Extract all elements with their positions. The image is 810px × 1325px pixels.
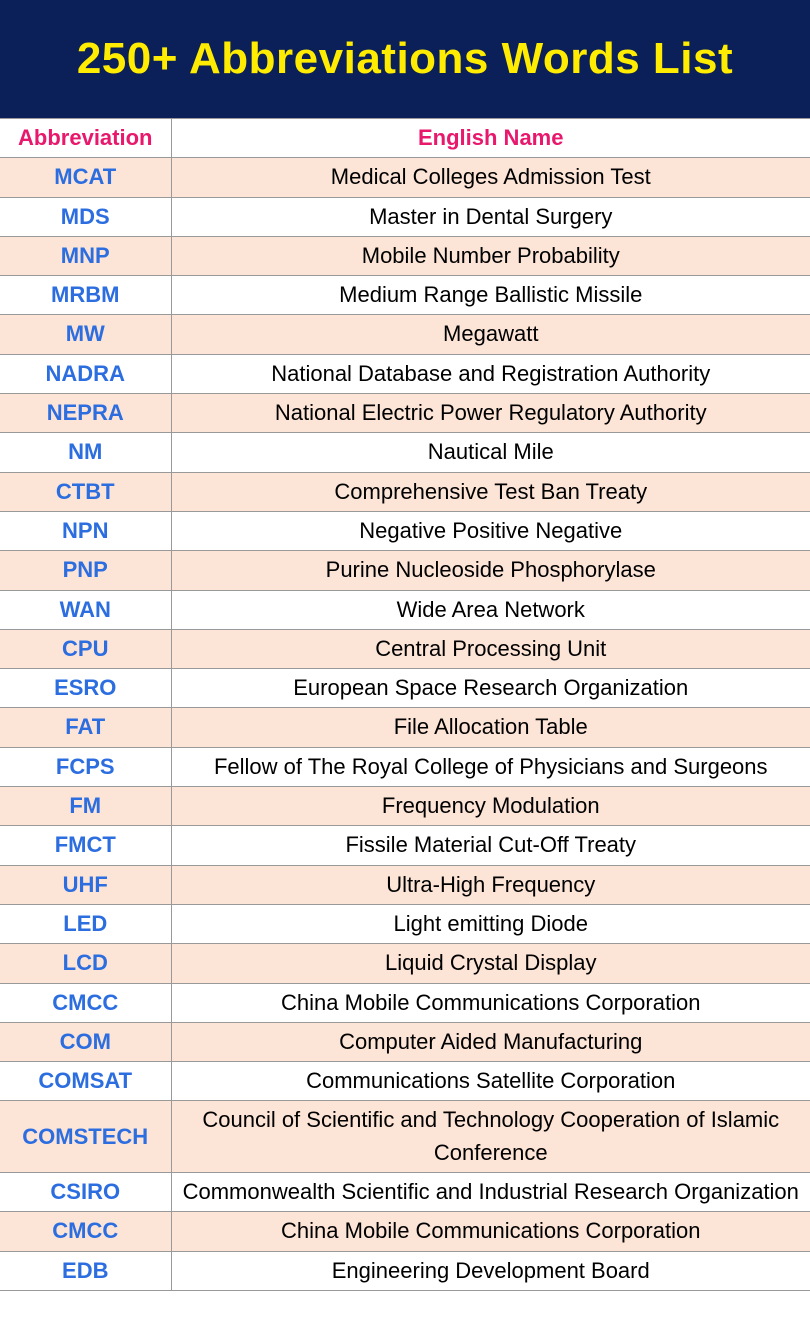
table-row: COMSTECH Council of Scientific and Techno…: [0, 1100, 810, 1174]
name-cell: Liquid Crystal Display: [170, 943, 810, 984]
abbreviation-cell: NEPRA: [0, 393, 172, 434]
name-cell: European Space Research Organization: [170, 668, 810, 709]
table-row: EDB Engineering Development Board: [0, 1250, 810, 1291]
name-cell: Frequency Modulation: [170, 786, 810, 827]
table-row: FM Frequency Modulation: [0, 786, 810, 827]
table-row: CMCC China Mobile Communications Corporat…: [0, 1211, 810, 1252]
title: 250+ Abbreviations Words List: [76, 34, 734, 83]
name-cell: Fissile Material Cut-Off Treaty: [170, 825, 810, 866]
table-row: CTBT Comprehensive Test Ban Treaty: [0, 471, 810, 512]
name-cell: Medical Colleges Admission Test: [170, 157, 810, 198]
name-cell: Communications Satellite Corporation: [170, 1061, 810, 1102]
abbreviation-cell: MCAT: [0, 157, 172, 198]
name-cell: Wide Area Network: [170, 589, 810, 630]
name-cell: Commonwealth Scientific and Industrial R…: [170, 1172, 810, 1213]
table-row: MW Megawatt: [0, 314, 810, 355]
table-row: FMCT Fissile Material Cut-Off Treaty: [0, 825, 810, 866]
abbreviation-cell: CMCC: [0, 982, 172, 1023]
name-cell: China Mobile Communications Corporation: [170, 982, 810, 1023]
name-cell: Fellow of The Royal College of Physician…: [170, 746, 810, 788]
abbreviation-cell: FCPS: [0, 746, 172, 788]
abbreviation-table: Abbreviation English Name MCAT Medical Col…: [0, 117, 810, 1291]
abbreviation-cell: FAT: [0, 707, 172, 748]
table-row: CSIRO Commonwealth Scientific and Industr…: [0, 1172, 810, 1213]
table-row: ESRO European Space Research Organization: [0, 668, 810, 709]
table-row: CMCC China Mobile Communications Corporat…: [0, 982, 810, 1023]
column-header: English Name: [170, 117, 810, 159]
name-cell: Council of Scientific and Technology Coo…: [170, 1100, 810, 1174]
name-cell: Purine Nucleoside Phosphorylase: [170, 550, 810, 591]
abbreviation-cell: COMSTECH: [0, 1100, 172, 1174]
table-row: MCAT Medical Colleges Admission Test: [0, 157, 810, 198]
name-cell: File Allocation Table: [170, 707, 810, 748]
name-cell: Computer Aided Manufacturing: [170, 1021, 810, 1063]
name-cell: Nautical Mile: [170, 432, 810, 473]
abbreviation-cell: MW: [0, 314, 172, 355]
abbreviation-cell: COM: [0, 1021, 172, 1063]
abbreviation-cell: MDS: [0, 196, 172, 237]
table-row: FAT File Allocation Table: [0, 707, 810, 748]
table-row: WAN Wide Area Network: [0, 589, 810, 630]
abbreviation-cell: CSIRO: [0, 1172, 172, 1213]
abbreviation-cell: COMSAT: [0, 1061, 172, 1102]
header-row: Abbreviation English Name: [0, 117, 810, 159]
abbreviation-cell: MNP: [0, 235, 172, 277]
abbreviation-cell: NADRA: [0, 353, 172, 395]
abbreviation-cell: EDB: [0, 1250, 172, 1291]
name-cell: National Database and Registration Autho…: [170, 353, 810, 395]
name-cell: Light emitting Diode: [170, 903, 810, 945]
abbreviation-cell: CPU: [0, 628, 172, 670]
abbreviation-cell: MRBM: [0, 275, 172, 316]
name-cell: Ultra-High Frequency: [170, 864, 810, 905]
name-cell: Engineering Development Board: [170, 1250, 810, 1291]
name-cell: Megawatt: [170, 314, 810, 355]
abbreviation-cell: UHF: [0, 864, 172, 905]
table-row: MDS Master in Dental Surgery: [0, 196, 810, 237]
table-row: NEPRA National Electric Power Regulatory …: [0, 393, 810, 434]
table-row: COMSAT Communications Satellite Corporati…: [0, 1061, 810, 1102]
abbreviation-cell: CMCC: [0, 1211, 172, 1252]
name-cell: Comprehensive Test Ban Treaty: [170, 471, 810, 512]
table-row: FCPS Fellow of The Royal College of Physi…: [0, 746, 810, 788]
name-cell: China Mobile Communications Corporation: [170, 1211, 810, 1252]
table-row: LCD Liquid Crystal Display: [0, 943, 810, 984]
name-cell: National Electric Power Regulatory Autho…: [170, 393, 810, 434]
table-row: NM Nautical Mile: [0, 432, 810, 473]
abbreviation-cell: ESRO: [0, 668, 172, 709]
column-header: Abbreviation: [0, 117, 172, 159]
name-cell: Central Processing Unit: [170, 628, 810, 670]
table-row: COM Computer Aided Manufacturing: [0, 1021, 810, 1063]
name-cell: Master in Dental Surgery: [170, 196, 810, 237]
abbreviation-cell: WAN: [0, 589, 172, 630]
abbreviation-cell: PNP: [0, 550, 172, 591]
abbreviation-cell: NPN: [0, 510, 172, 552]
table-row: PNP Purine Nucleoside Phosphorylase: [0, 550, 810, 591]
abbreviation-cell: NM: [0, 432, 172, 473]
table-row: NPN Negative Positive Negative: [0, 510, 810, 552]
abbreviation-cell: LED: [0, 903, 172, 945]
table-row: MRBM Medium Range Ballistic Missile: [0, 275, 810, 316]
table-row: NADRA National Database and Registration …: [0, 353, 810, 395]
name-cell: Mobile Number Probability: [170, 235, 810, 277]
header: 250+ Abbreviations Words List: [0, 0, 810, 118]
name-cell: Medium Range Ballistic Missile: [170, 275, 810, 316]
table-row: UHF Ultra-High Frequency: [0, 864, 810, 905]
abbreviation-cell: FMCT: [0, 825, 172, 866]
table-row: CPU Central Processing Unit: [0, 628, 810, 670]
abbreviation-cell: FM: [0, 786, 172, 827]
table-row: MNP Mobile Number Probability: [0, 235, 810, 277]
abbreviation-cell: CTBT: [0, 471, 172, 512]
table-body: MCAT Medical Colleges Admission Test MDS Ma…: [0, 157, 810, 1291]
name-cell: Negative Positive Negative: [170, 510, 810, 552]
abbreviation-cell: LCD: [0, 943, 172, 984]
table-row: LED Light emitting Diode: [0, 903, 810, 945]
